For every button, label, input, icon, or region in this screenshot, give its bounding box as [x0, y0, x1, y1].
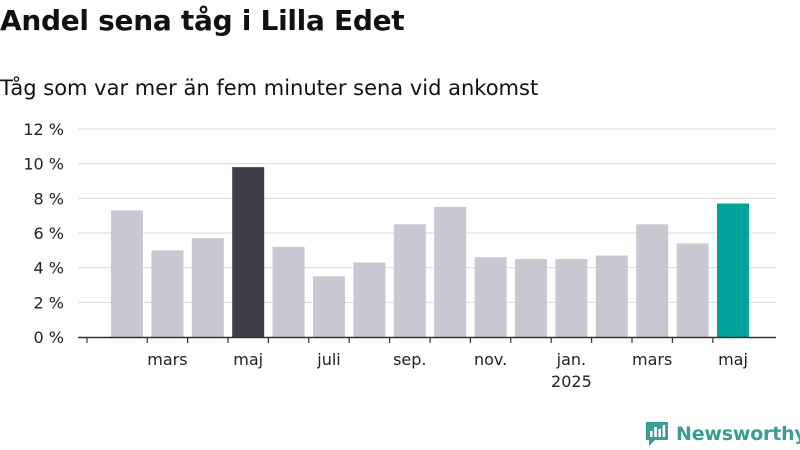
bar — [717, 203, 749, 337]
y-tick-label: 6 % — [34, 224, 64, 243]
bar — [474, 257, 507, 337]
x-tick-label: nov. — [474, 350, 507, 369]
newsworthy-logo-icon — [646, 422, 668, 446]
x-tick-label: mars — [632, 350, 672, 369]
bar — [595, 255, 628, 337]
y-tick-label: 10 % — [23, 155, 64, 174]
chart-title: Andel sena tåg i Lilla Edet — [0, 4, 405, 37]
bar — [353, 262, 386, 337]
x-tick-label: maj — [718, 350, 748, 369]
bar — [191, 238, 224, 337]
y-tick-label: 12 % — [23, 120, 64, 139]
bar — [676, 243, 709, 337]
brand-name: Newsworthy — [676, 423, 800, 445]
bar — [232, 167, 265, 337]
y-tick-label: 2 % — [34, 293, 64, 312]
bar — [272, 246, 305, 337]
x-tick-label: juli — [316, 350, 340, 369]
brand-logo: Newsworthy — [644, 420, 800, 448]
y-tick-label: 0 % — [34, 328, 64, 347]
x-tick-label: jan. — [556, 350, 586, 369]
bar-chart: 0 % 2 % 4 % 6 % 8 % 10 % 12 % mars maj juli sep. no… — [23, 120, 776, 391]
bar — [434, 207, 467, 337]
x-tick-sublabel: 2025 — [551, 372, 592, 391]
y-tick-label: 4 % — [34, 259, 64, 278]
x-tick-label: mars — [147, 350, 187, 369]
bar — [555, 259, 588, 337]
y-tick-label: 8 % — [34, 189, 64, 208]
bar — [151, 250, 184, 337]
chart-subtitle: Tåg som var mer än fem minuter sena vid … — [0, 76, 539, 100]
bar — [393, 224, 426, 337]
bar — [515, 259, 547, 337]
x-tick-label: sep. — [393, 350, 426, 369]
bar — [313, 276, 345, 337]
bar — [111, 210, 143, 337]
bar — [636, 224, 669, 337]
x-tick-label: maj — [233, 350, 263, 369]
